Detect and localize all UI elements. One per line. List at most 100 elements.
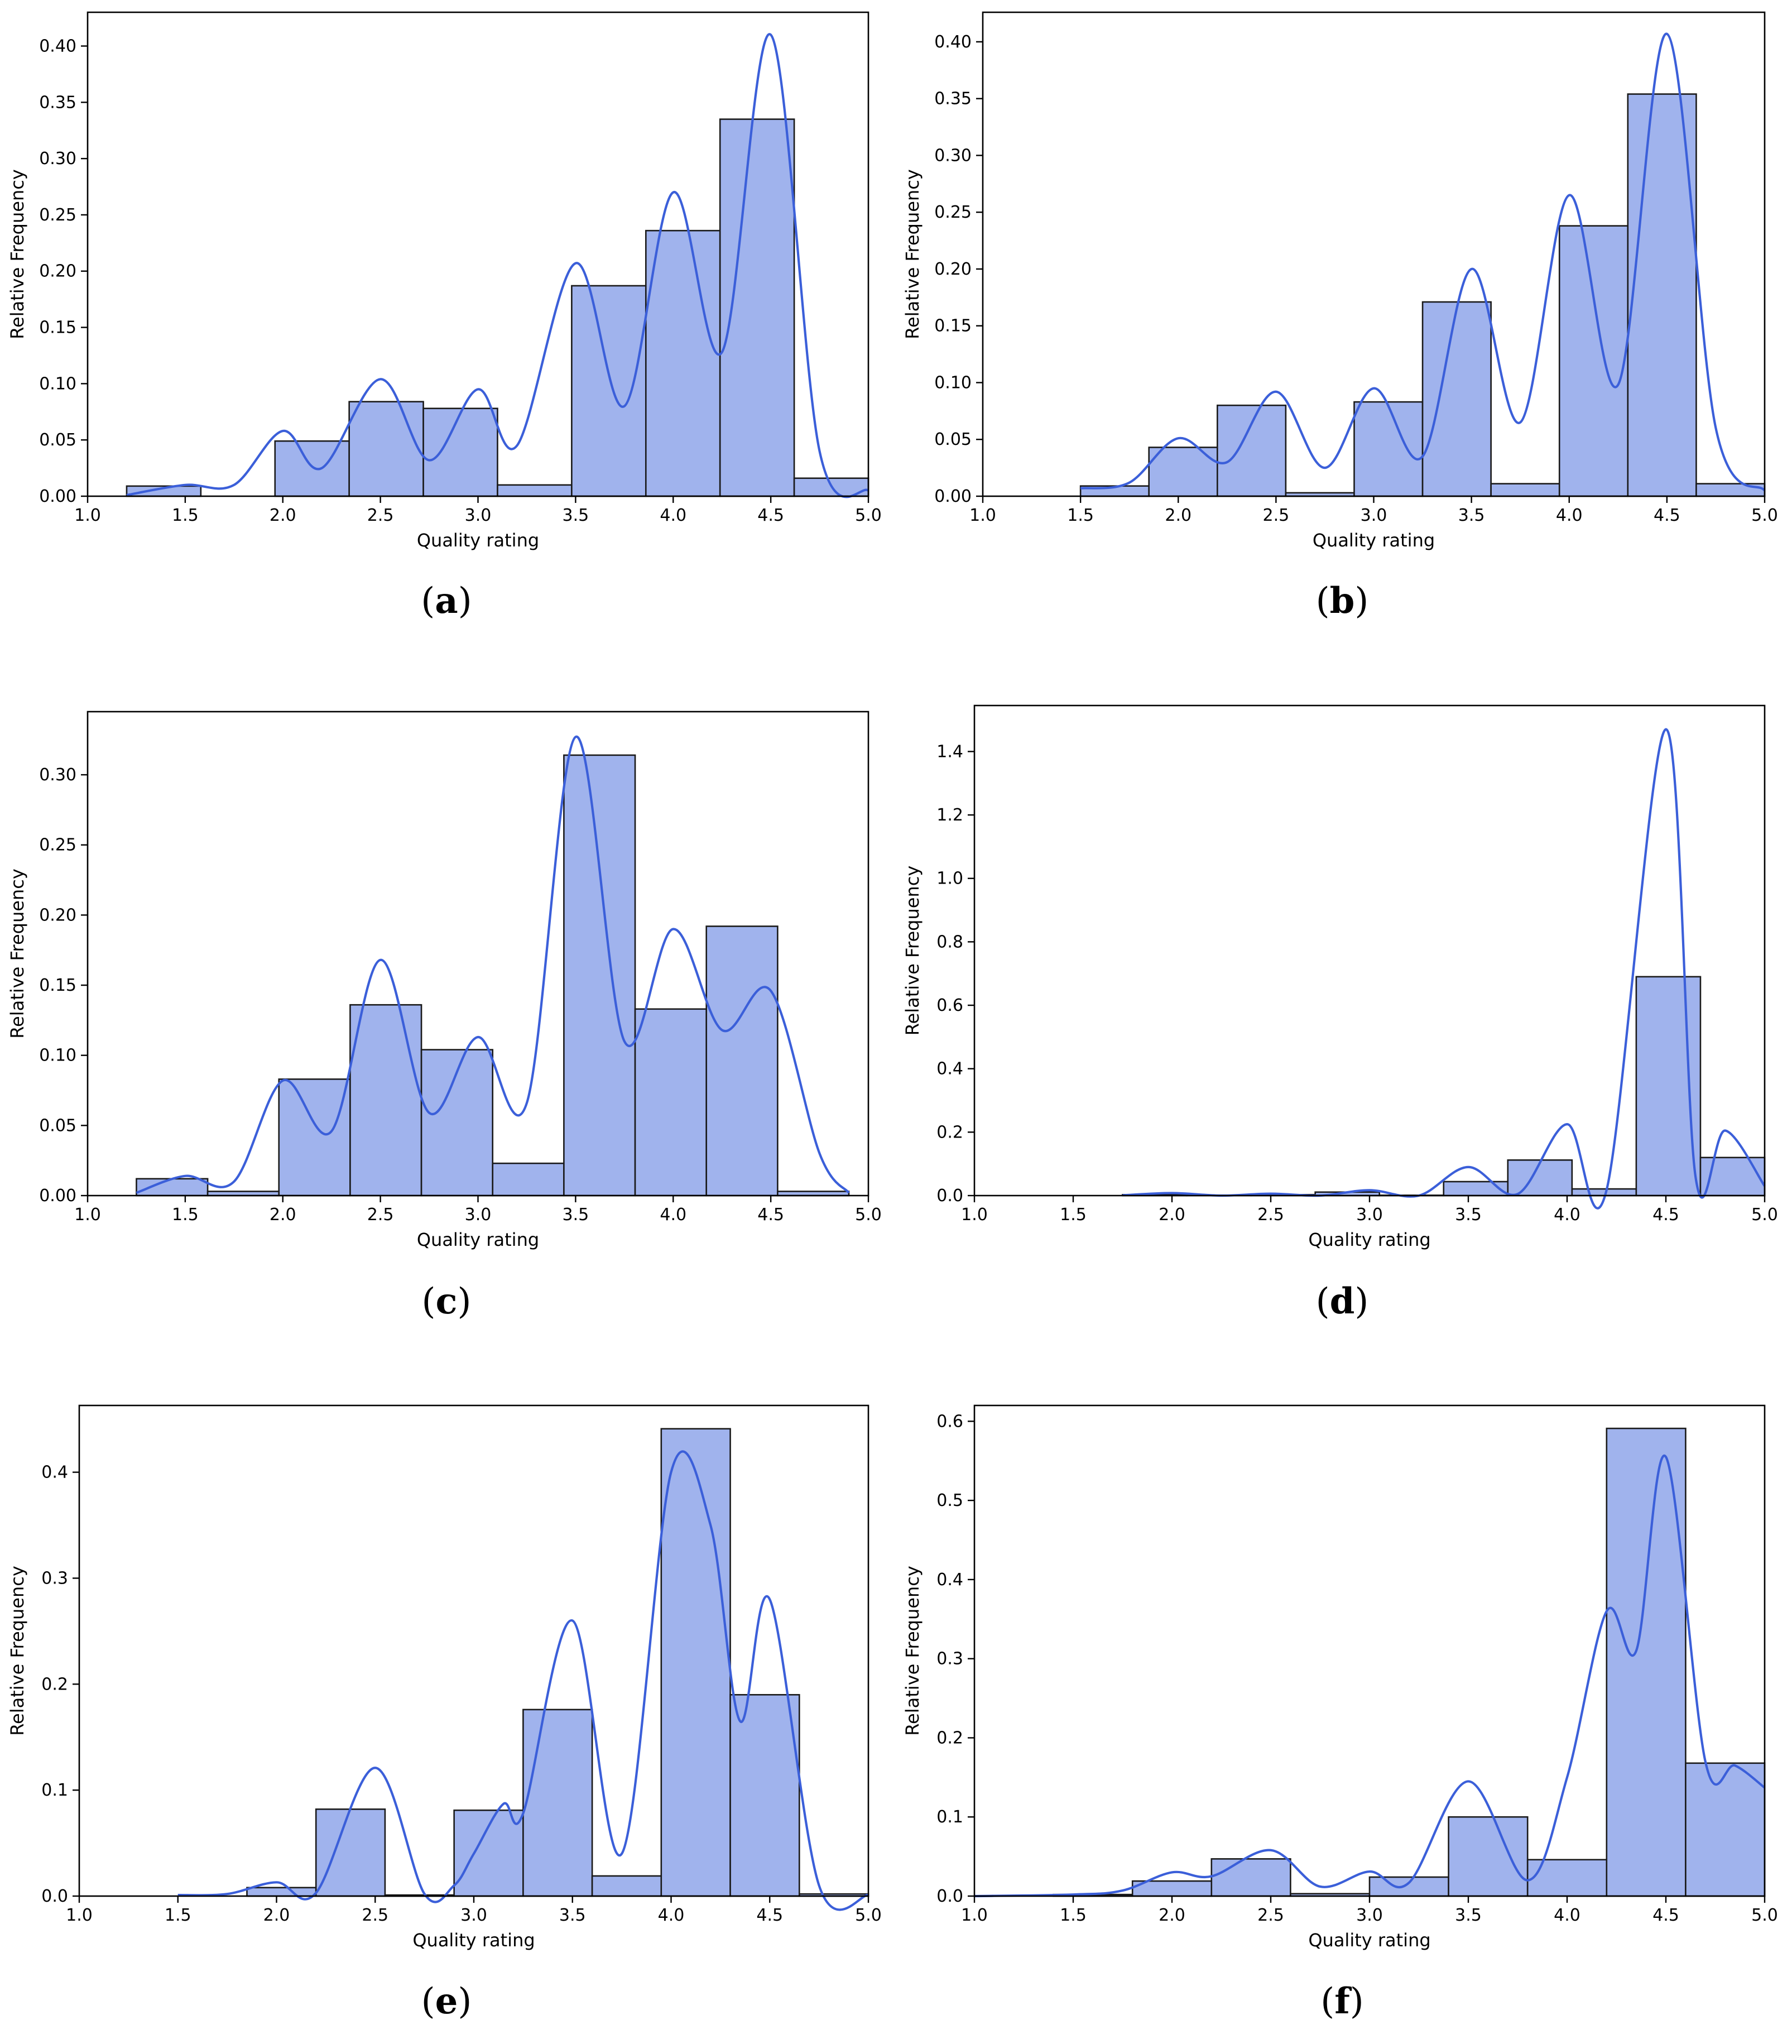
x-tick-label-a-2: 1.5 <box>172 506 199 525</box>
x-tick-label-c-4: 2.5 <box>367 1205 394 1225</box>
x-tick-label-b-1: 1.0 <box>969 506 996 525</box>
x-tick-label-f-9: 5.0 <box>1751 1906 1778 1925</box>
histogram-bar-d-7 <box>1507 1159 1573 1197</box>
histogram-bar-c-9 <box>705 925 779 1197</box>
y-tick-label-d-3: 0.4 <box>936 1059 963 1079</box>
x-tick-label-c-6: 3.5 <box>563 1205 589 1225</box>
y-axis-label-f: Relative Frequency <box>902 1566 923 1736</box>
y-tick-label-a-1: 0.00 <box>39 487 76 506</box>
y-tick-label-f-4: 0.3 <box>936 1649 963 1669</box>
x-tick-label-b-6: 3.5 <box>1458 506 1485 525</box>
chart-panel-e: 1.0 1.5 2.0 2.5 3.0 3.5 4.0 4.5 5.0 0.0 0.1 0.2 0.3 0… <box>7 1404 882 2022</box>
y-tick-label-a-3: 0.10 <box>39 374 76 394</box>
histogram-bar-f-9 <box>1685 1762 1766 1897</box>
x-tick-label-d-7: 4.0 <box>1554 1205 1580 1225</box>
y-tick-label-e-2: 0.1 <box>41 1781 68 1800</box>
chart-panel-a: 1.0 1.5 2.0 2.5 3.0 3.5 4.0 4.5 5.0 0.00 0.05 0.10 0… <box>7 11 882 622</box>
y-tick-label-f-3: 0.2 <box>936 1728 963 1748</box>
x-tick-label-c-8: 4.5 <box>757 1205 784 1225</box>
x-tick-label-a-8: 4.5 <box>757 506 784 525</box>
histogram-bar-b-8 <box>1558 225 1629 497</box>
histogram-bar-a-8 <box>645 229 721 497</box>
chart-panel-f: 1.0 1.5 2.0 2.5 3.0 3.5 4.0 4.5 5.0 0.0 0.1 0.2 0.3 0… <box>902 1404 1778 2022</box>
y-tick-label-a-9: 0.40 <box>39 36 76 56</box>
histogram-bar-d-9 <box>1635 976 1702 1197</box>
x-tick-label-c-5: 3.0 <box>465 1205 492 1225</box>
histogram-bar-f-6 <box>1448 1816 1529 1897</box>
histogram-bar-b-7 <box>1490 483 1560 497</box>
y-tick-label-c-6: 0.25 <box>39 836 76 855</box>
y-tick-label-c-3: 0.10 <box>39 1046 76 1066</box>
x-tick-label-c-7: 4.0 <box>660 1205 686 1225</box>
x-tick-label-c-3: 2.0 <box>270 1205 296 1225</box>
x-tick-label-a-3: 2.0 <box>270 506 296 525</box>
y-tick-label-b-3: 0.10 <box>934 373 972 392</box>
x-tick-label-a-5: 3.0 <box>465 506 492 525</box>
histogram-bar-a-6 <box>497 484 573 497</box>
y-axis-label-a: Relative Frequency <box>7 169 28 339</box>
histogram-bar-b-5 <box>1353 401 1424 497</box>
x-tick-label-c-9: 5.0 <box>855 1205 882 1225</box>
y-tick-label-b-7: 0.30 <box>934 146 972 165</box>
y-tick-label-d-6: 1.0 <box>936 869 963 889</box>
x-tick-label-b-9: 5.0 <box>1751 506 1778 525</box>
x-axis-label-a: Quality rating <box>417 530 539 551</box>
x-tick-label-d-6: 3.5 <box>1455 1205 1482 1225</box>
y-tick-label-b-1: 0.00 <box>934 487 972 506</box>
y-tick-label-f-2: 0.1 <box>936 1807 963 1827</box>
kde-curve-a <box>126 33 869 498</box>
y-tick-label-c-4: 0.15 <box>39 976 76 995</box>
x-tick-label-f-4: 2.5 <box>1257 1906 1284 1925</box>
histogram-bar-c-6 <box>492 1162 565 1197</box>
x-tick-label-e-5: 3.0 <box>460 1906 487 1925</box>
y-tick-label-a-8: 0.35 <box>39 93 76 112</box>
x-tick-label-f-1: 1.0 <box>961 1906 988 1925</box>
x-tick-label-e-6: 3.5 <box>559 1906 586 1925</box>
y-tick-label-b-4: 0.15 <box>934 316 972 336</box>
histogram-bar-b-10 <box>1695 483 1766 497</box>
x-tick-label-d-3: 2.0 <box>1159 1205 1185 1225</box>
histogram-bar-e-5 <box>453 1809 524 1897</box>
x-tick-label-b-3: 2.0 <box>1165 506 1192 525</box>
panel-label-c: (c) <box>422 1280 472 1322</box>
y-tick-label-f-1: 0.0 <box>936 1887 963 1906</box>
histogram-bar-e-8 <box>660 1428 731 1897</box>
y-tick-label-b-9: 0.40 <box>934 32 972 52</box>
x-tick-label-b-8: 4.5 <box>1654 506 1680 525</box>
y-axis-label-d: Relative Frequency <box>902 866 923 1036</box>
kde-curve-f <box>974 1454 1766 1898</box>
x-tick-label-d-4: 2.5 <box>1257 1205 1284 1225</box>
histogram-bar-a-4 <box>348 401 424 497</box>
x-tick-label-a-9: 5.0 <box>855 506 882 525</box>
x-tick-label-e-8: 4.5 <box>756 1906 783 1925</box>
panel-label-f: (f) <box>1320 1980 1363 2022</box>
x-tick-label-d-8: 4.5 <box>1652 1205 1679 1225</box>
panel-label-b: (b) <box>1316 580 1369 622</box>
y-tick-label-e-4: 0.3 <box>41 1568 68 1588</box>
x-tick-label-f-2: 1.5 <box>1060 1906 1087 1925</box>
x-tick-label-b-5: 3.0 <box>1361 506 1387 525</box>
histogram-bar-b-3 <box>1217 404 1287 497</box>
chart-panel-c: 1.0 1.5 2.0 2.5 3.0 3.5 4.0 4.5 5.0 0.00 0.05 0.10 0… <box>7 711 882 1322</box>
x-tick-label-d-5: 3.0 <box>1356 1205 1383 1225</box>
y-tick-label-d-2: 0.2 <box>936 1122 963 1142</box>
x-axis-label-e: Quality rating <box>412 1930 535 1951</box>
x-tick-label-b-7: 4.0 <box>1556 506 1583 525</box>
x-axis-label-f: Quality rating <box>1308 1930 1430 1951</box>
histogram-bar-e-6 <box>522 1709 593 1897</box>
x-tick-label-f-7: 4.0 <box>1554 1906 1580 1925</box>
x-tick-label-d-1: 1.0 <box>961 1205 988 1225</box>
y-axis-label-c: Relative Frequency <box>7 869 28 1039</box>
x-tick-label-f-8: 4.5 <box>1652 1906 1679 1925</box>
x-tick-label-e-2: 1.5 <box>165 1906 191 1925</box>
y-tick-label-a-2: 0.05 <box>39 430 76 450</box>
kde-curve-b <box>1080 32 1766 492</box>
y-tick-label-d-1: 0.0 <box>936 1186 963 1206</box>
y-tick-label-d-8: 1.4 <box>936 742 963 761</box>
x-axis-label-b: Quality rating <box>1313 530 1435 551</box>
chart-panel-b: 1.0 1.5 2.0 2.5 3.0 3.5 4.0 4.5 5.0 0.00 0.05 0.10 0… <box>902 11 1778 622</box>
x-tick-label-b-2: 1.5 <box>1067 506 1094 525</box>
y-tick-label-b-8: 0.35 <box>934 89 972 109</box>
x-tick-label-e-9: 5.0 <box>855 1906 882 1925</box>
